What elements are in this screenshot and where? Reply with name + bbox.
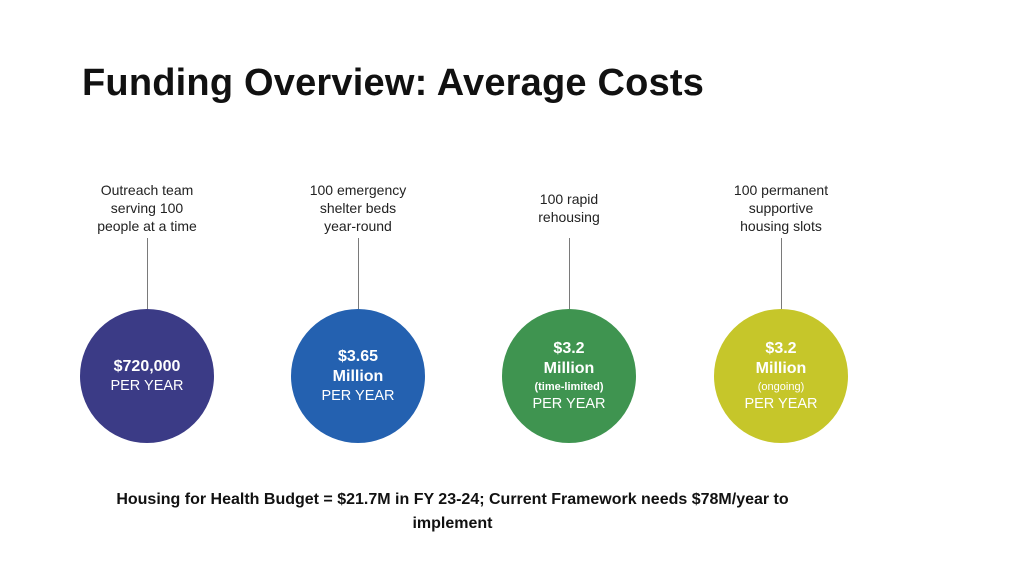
cost-amount: $3.2: [765, 340, 797, 357]
cost-period: PER YEAR: [321, 388, 395, 404]
item-label-line: 100 emergency: [309, 182, 407, 198]
cost-note: (time-limited): [534, 381, 604, 393]
cost-period: PER YEAR: [744, 396, 818, 412]
cost-item-outreach: Outreach team serving 100 people at a ti…: [47, 0, 247, 576]
cost-amount: $3.65: [337, 348, 379, 365]
cost-circle: $3.2 Million (time-limited) PER YEAR: [502, 309, 636, 443]
cost-amount-unit: Million: [332, 368, 384, 385]
cost-circle: $3.2 Million (ongoing) PER YEAR: [714, 309, 848, 443]
connector-line: [146, 238, 148, 309]
cost-item-emergency-shelter: 100 emergency shelter beds year-round $3…: [258, 0, 458, 576]
connector-line: [357, 238, 359, 309]
cost-circle: $3.65 Million PER YEAR: [291, 309, 425, 443]
connector-line: [568, 238, 570, 309]
cost-item-permanent-supportive-housing: 100 permanent supportive housing slots $…: [681, 0, 881, 576]
cost-note: (ongoing): [757, 381, 805, 393]
item-label-line: housing slots: [740, 218, 822, 234]
slide-title: Funding Overview: Average Costs: [82, 62, 705, 104]
item-label: 100 rapid rehousing: [469, 190, 669, 226]
cost-period: PER YEAR: [532, 396, 606, 412]
cost-amount-unit: Million: [755, 360, 807, 377]
item-label-line: shelter beds: [319, 200, 397, 216]
cost-circle: $720,000 PER YEAR: [80, 309, 214, 443]
item-label: Outreach team serving 100 people at a ti…: [47, 181, 247, 235]
cost-amount: $720,000: [113, 358, 181, 375]
item-label-line: rehousing: [538, 209, 600, 225]
item-label-line: 100 permanent: [733, 182, 829, 198]
cost-period: PER YEAR: [110, 378, 184, 394]
cost-item-rapid-rehousing: 100 rapid rehousing $3.2 Million (time-l…: [469, 0, 669, 576]
item-label-line: people at a time: [97, 218, 197, 234]
item-label: 100 permanent supportive housing slots: [681, 181, 881, 235]
cost-amount: $3.2: [553, 340, 585, 357]
budget-footer-note: Housing for Health Budget = $21.7M in FY…: [116, 491, 789, 532]
cost-amount-unit: Million: [543, 360, 595, 377]
item-label-line: serving 100: [110, 200, 184, 216]
item-label-line: Outreach team: [100, 182, 194, 198]
item-label-line: 100 rapid: [539, 191, 599, 207]
item-label-line: year-round: [324, 218, 392, 234]
item-label-line: supportive: [748, 200, 814, 216]
item-label: 100 emergency shelter beds year-round: [258, 181, 458, 235]
connector-line: [780, 238, 782, 309]
